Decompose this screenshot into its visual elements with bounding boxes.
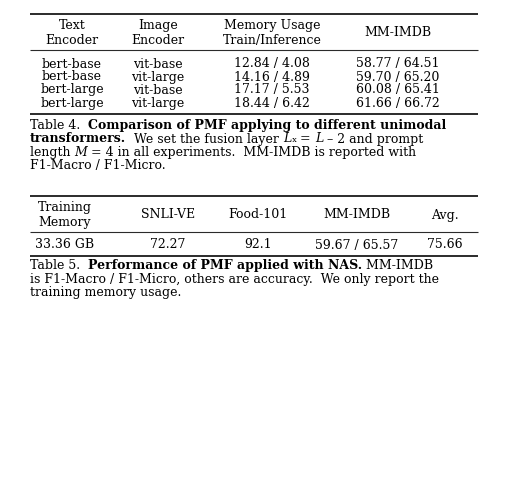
Text: Table 5.: Table 5. bbox=[30, 259, 88, 272]
Text: Comparison of PMF applying to different unimodal: Comparison of PMF applying to different … bbox=[88, 119, 446, 132]
Text: training memory usage.: training memory usage. bbox=[30, 286, 181, 299]
Text: ₓ: ₓ bbox=[291, 133, 296, 146]
Text: vit-large: vit-large bbox=[131, 97, 185, 109]
Text: bert-large: bert-large bbox=[40, 84, 104, 97]
Text: Table 4.: Table 4. bbox=[30, 119, 88, 132]
Text: 59.70 / 65.20: 59.70 / 65.20 bbox=[357, 70, 440, 84]
Text: Performance of PMF applied with NAS.: Performance of PMF applied with NAS. bbox=[88, 259, 362, 272]
Text: 33.36 GB: 33.36 GB bbox=[35, 239, 94, 251]
Text: length: length bbox=[30, 146, 75, 159]
Text: M: M bbox=[75, 146, 87, 159]
Text: We set the fusion layer: We set the fusion layer bbox=[126, 133, 283, 146]
Text: 58.77 / 64.51: 58.77 / 64.51 bbox=[356, 57, 440, 70]
Text: bert-large: bert-large bbox=[40, 97, 104, 109]
Text: 17.17 / 5.53: 17.17 / 5.53 bbox=[234, 84, 310, 97]
Text: 60.08 / 65.41: 60.08 / 65.41 bbox=[356, 84, 440, 97]
Text: vit-base: vit-base bbox=[133, 57, 183, 70]
Text: =: = bbox=[296, 133, 315, 146]
Text: Image
Encoder: Image Encoder bbox=[131, 19, 184, 47]
Text: = 4 in all experiments.  MM-IMDB is reported with: = 4 in all experiments. MM-IMDB is repor… bbox=[87, 146, 417, 159]
Text: vit-large: vit-large bbox=[131, 70, 185, 84]
Text: MM-IMDB: MM-IMDB bbox=[365, 27, 432, 40]
Text: vit-base: vit-base bbox=[133, 84, 183, 97]
Text: 75.66: 75.66 bbox=[427, 239, 463, 251]
Text: Food-101: Food-101 bbox=[228, 208, 288, 221]
Text: L: L bbox=[315, 133, 323, 146]
Text: L: L bbox=[283, 133, 291, 146]
Text: – 2 and prompt: – 2 and prompt bbox=[323, 133, 424, 146]
Text: 92.1: 92.1 bbox=[244, 239, 272, 251]
Text: 14.16 / 4.89: 14.16 / 4.89 bbox=[234, 70, 310, 84]
Text: bert-base: bert-base bbox=[42, 70, 102, 84]
Text: MM-IMDB: MM-IMDB bbox=[323, 208, 390, 221]
Text: 59.67 / 65.57: 59.67 / 65.57 bbox=[316, 239, 398, 251]
Text: is F1-Macro / F1-Micro, others are accuracy.  We only report the: is F1-Macro / F1-Micro, others are accur… bbox=[30, 273, 439, 286]
Text: transformers.: transformers. bbox=[30, 133, 126, 146]
Text: 72.27: 72.27 bbox=[150, 239, 186, 251]
Text: SNLI-VE: SNLI-VE bbox=[141, 208, 195, 221]
Text: Memory Usage
Train/Inference: Memory Usage Train/Inference bbox=[223, 19, 322, 47]
Text: MM-IMDB: MM-IMDB bbox=[362, 259, 433, 272]
Text: Text
Encoder: Text Encoder bbox=[45, 19, 98, 47]
Text: F1-Macro / F1-Micro.: F1-Macro / F1-Micro. bbox=[30, 159, 166, 172]
Text: 12.84 / 4.08: 12.84 / 4.08 bbox=[234, 57, 310, 70]
Text: 18.44 / 6.42: 18.44 / 6.42 bbox=[234, 97, 310, 109]
Text: 61.66 / 66.72: 61.66 / 66.72 bbox=[356, 97, 440, 109]
Text: Avg.: Avg. bbox=[431, 208, 459, 221]
Text: bert-base: bert-base bbox=[42, 57, 102, 70]
Text: Training
Memory: Training Memory bbox=[38, 201, 92, 229]
